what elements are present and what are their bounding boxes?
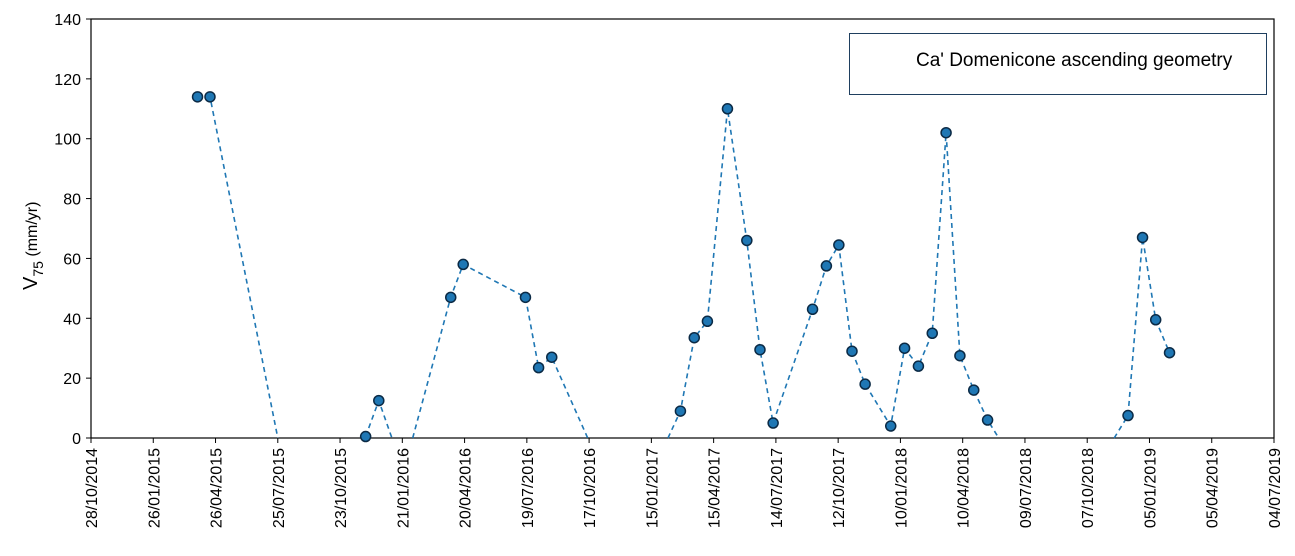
- data-point: [968, 384, 980, 396]
- x-tick-label: 26/01/2015: [146, 448, 163, 528]
- x-tick-label: 14/07/2017: [769, 448, 786, 528]
- x-tick-label: 20/04/2016: [458, 448, 475, 528]
- x-tick-label: 26/04/2015: [209, 448, 226, 528]
- data-point: [674, 405, 687, 417]
- data-point: [954, 349, 966, 362]
- data-point: [1122, 409, 1134, 422]
- data-point: [820, 260, 833, 272]
- x-tick-label: 21/01/2016: [395, 448, 412, 528]
- legend-label: Ca' Domenicone ascending geometry: [916, 50, 1233, 71]
- data-point: [754, 343, 766, 356]
- y-axis-title-sub: 75: [30, 261, 46, 277]
- data-point: [545, 351, 558, 363]
- data-point: [884, 420, 897, 432]
- plot-area: [90, 18, 1275, 439]
- x-tick-label: 28/10/2014: [84, 448, 101, 528]
- data-point: [457, 258, 469, 271]
- series-line: [667, 108, 1000, 439]
- data-point: [767, 417, 779, 429]
- data-point: [191, 91, 204, 103]
- data-point: [1149, 314, 1162, 326]
- y-axis-title-unit: (mm/yr): [24, 202, 41, 262]
- y-tick-label: 20: [63, 371, 81, 388]
- x-tick-label: 25/07/2015: [271, 448, 288, 528]
- y-tick-label: 120: [54, 72, 81, 89]
- data-point: [806, 303, 819, 316]
- data-point: [912, 360, 925, 372]
- svg-text:V75 (mm/yr): V75 (mm/yr): [20, 202, 46, 290]
- data-point: [898, 342, 911, 354]
- data-point: [519, 291, 532, 304]
- x-tick-label: 07/10/2018: [1080, 448, 1097, 528]
- x-tick-label: 10/04/2018: [956, 448, 973, 528]
- data-point: [926, 327, 938, 339]
- series-line: [197, 96, 279, 439]
- data-point: [444, 291, 457, 304]
- y-axis: 0 20 40 60 80 100 120 140: [54, 12, 91, 448]
- data-point: [940, 126, 952, 139]
- x-tick-label: 15/04/2017: [707, 448, 724, 528]
- x-tick-label: 19/07/2016: [520, 448, 537, 528]
- y-tick-label: 40: [63, 311, 81, 328]
- data-point: [204, 91, 216, 103]
- data-point: [859, 378, 871, 390]
- data-point: [701, 315, 714, 328]
- series-layer: [191, 91, 1176, 443]
- y-tick-label: 100: [54, 132, 81, 149]
- x-tick-label: 15/01/2017: [644, 448, 661, 528]
- y-axis-title: V75 (mm/yr): [20, 202, 46, 290]
- series-line: [411, 263, 589, 439]
- y-tick-label: 0: [72, 431, 81, 448]
- x-tick-label: 05/04/2019: [1205, 448, 1222, 528]
- x-tick-label: 23/10/2015: [333, 448, 350, 528]
- data-point: [532, 361, 545, 374]
- data-point: [688, 331, 701, 344]
- x-tick-label: 10/01/2018: [893, 448, 910, 528]
- plot-border: [90, 18, 1275, 439]
- y-tick-label: 60: [63, 251, 81, 268]
- y-tick-label: 140: [54, 12, 81, 29]
- data-point: [1136, 231, 1149, 244]
- y-tick-label: 80: [63, 192, 81, 209]
- x-tick-label: 12/10/2017: [831, 448, 848, 528]
- data-point: [741, 234, 753, 247]
- data-point: [359, 430, 372, 443]
- data-point: [833, 239, 845, 251]
- data-point: [981, 414, 994, 426]
- legend: [849, 33, 1267, 95]
- data-point: [373, 394, 385, 407]
- y-axis-title-main: V: [20, 276, 42, 290]
- x-tick-label: 17/10/2016: [582, 448, 599, 528]
- data-point: [846, 345, 858, 357]
- x-tick-label: 09/07/2018: [1018, 448, 1035, 528]
- series-line: [1113, 237, 1171, 439]
- x-tick-label: 04/07/2019: [1267, 448, 1284, 528]
- x-tick-label: 05/01/2019: [1142, 448, 1159, 528]
- x-axis: 28/10/2014 26/01/2015 26/04/2015 25/07/2015…: [84, 438, 1284, 528]
- data-point: [1163, 346, 1176, 359]
- data-point: [721, 103, 734, 115]
